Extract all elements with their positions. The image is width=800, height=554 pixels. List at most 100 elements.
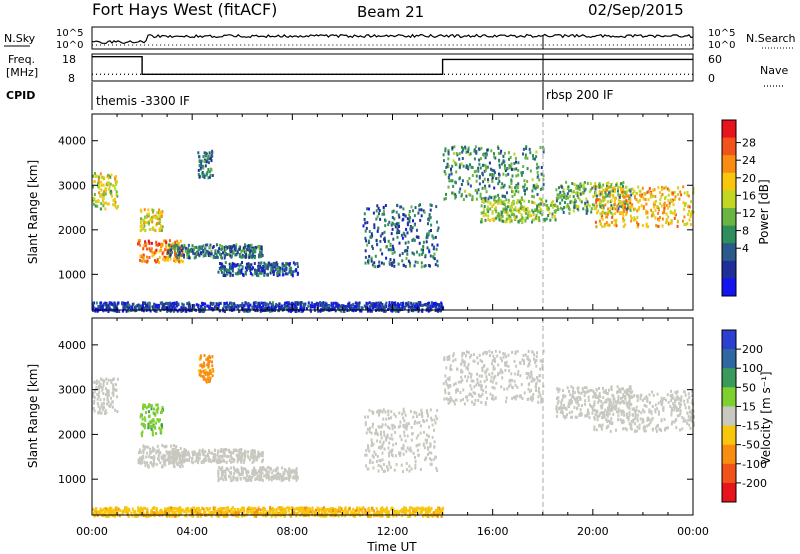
scatter-cell [488,161,491,165]
scatter-cell [404,413,407,417]
scatter-cell [217,479,220,483]
scatter-cell [620,188,622,192]
scatter-cell [173,250,176,254]
scatter-cell [598,203,601,207]
scatter-cell [158,452,161,456]
scatter-cell [499,356,502,360]
scatter-cell [108,404,111,408]
scatter-cell [516,199,519,202]
scatter-cell [523,391,526,395]
scatter-cell [377,306,380,310]
scatter-cell [152,215,155,219]
scatter-cell [138,239,141,243]
scatter-cell [219,252,221,256]
scatter-cell [513,213,515,217]
scatter-cell [262,309,265,313]
scatter-cell [110,396,112,400]
scatter-cell [402,452,405,456]
scatter-cell [525,207,528,211]
scatter-cell [411,226,414,230]
scatter-cell [384,219,387,223]
scatter-cell [406,221,409,225]
scatter-cell [198,164,201,167]
scatter-cell [208,459,210,463]
scatter-cell [480,220,483,224]
scatter-cell [446,355,449,359]
nave-tick-0: 0 [708,72,715,85]
scatter-cell [102,381,105,385]
scatter-cell [560,402,563,406]
scatter-cell [605,182,608,185]
scatter-cell [534,216,537,220]
scatter-cell [443,358,446,361]
scatter-cell [564,201,566,204]
scatter-cell [295,467,298,471]
scatter-cell [514,383,517,387]
scatter-cell [101,305,104,309]
scatter-cell [220,476,223,480]
scatter-cell [247,450,250,454]
scatter-cell [202,155,205,159]
scatter-cell [582,185,584,189]
scatter-cell [143,426,146,430]
scatter-cell [298,307,301,311]
scatter-cell [235,253,238,257]
scatter-cell [554,209,557,212]
scatter-cell [418,208,421,212]
scatter-cell [198,159,201,163]
scatter-cell [282,478,285,482]
scatter-cell [218,243,221,247]
scatter-cell [541,200,544,204]
scatter-cell [192,304,195,308]
scatter-cell [404,234,407,238]
scatter-cell [422,419,425,422]
scatter-cell [479,192,482,196]
scatter-cell [375,209,378,213]
scatter-cell [689,215,692,218]
scatter-cell [307,301,310,305]
scatter-cell [140,432,143,436]
scatter-cell [547,214,550,217]
scatter-cell [211,355,214,359]
scatter-cell [225,252,228,256]
scatter-cell [103,190,105,194]
scatter-cell [477,393,480,397]
scatter-cell [197,168,200,172]
scatter-cell [406,217,409,221]
scatter-cell [244,467,247,471]
scatter-cell [482,200,485,204]
scatter-cell [352,302,355,306]
scatter-cell [190,460,193,464]
scatter-cell [152,419,154,423]
scatter-cell [410,426,413,429]
scatter-cell [520,173,523,177]
scatter-cell [192,461,194,465]
scatter-cell [215,459,218,463]
scatter-cell [429,254,432,258]
scatter-cell [397,262,400,266]
scatter-cell [391,221,394,225]
scatter-cell [425,433,428,437]
scatter-cell [117,301,120,305]
scatter-cell [415,436,418,440]
scatter-cell [370,304,373,307]
scatter-cell [153,303,156,307]
scatter-cell [510,210,513,214]
scatter-cell [417,434,420,437]
scatter-cell [575,186,577,190]
scatter-cell [492,397,495,401]
scatter-cell [365,239,368,243]
scatter-cell [510,162,513,166]
scatter-cell [449,384,452,388]
scatter-cell [416,448,419,452]
scatter-cell [524,183,526,187]
scatter-cell [321,305,324,309]
scatter-cell [511,397,514,401]
scatter-cell [479,157,482,161]
scatter-cell [503,183,506,187]
scatter-cell [524,156,527,160]
scatter-cell [523,208,526,212]
scatter-cell [245,251,248,255]
scatter-cell [440,301,443,305]
scatter-cell [463,351,466,355]
